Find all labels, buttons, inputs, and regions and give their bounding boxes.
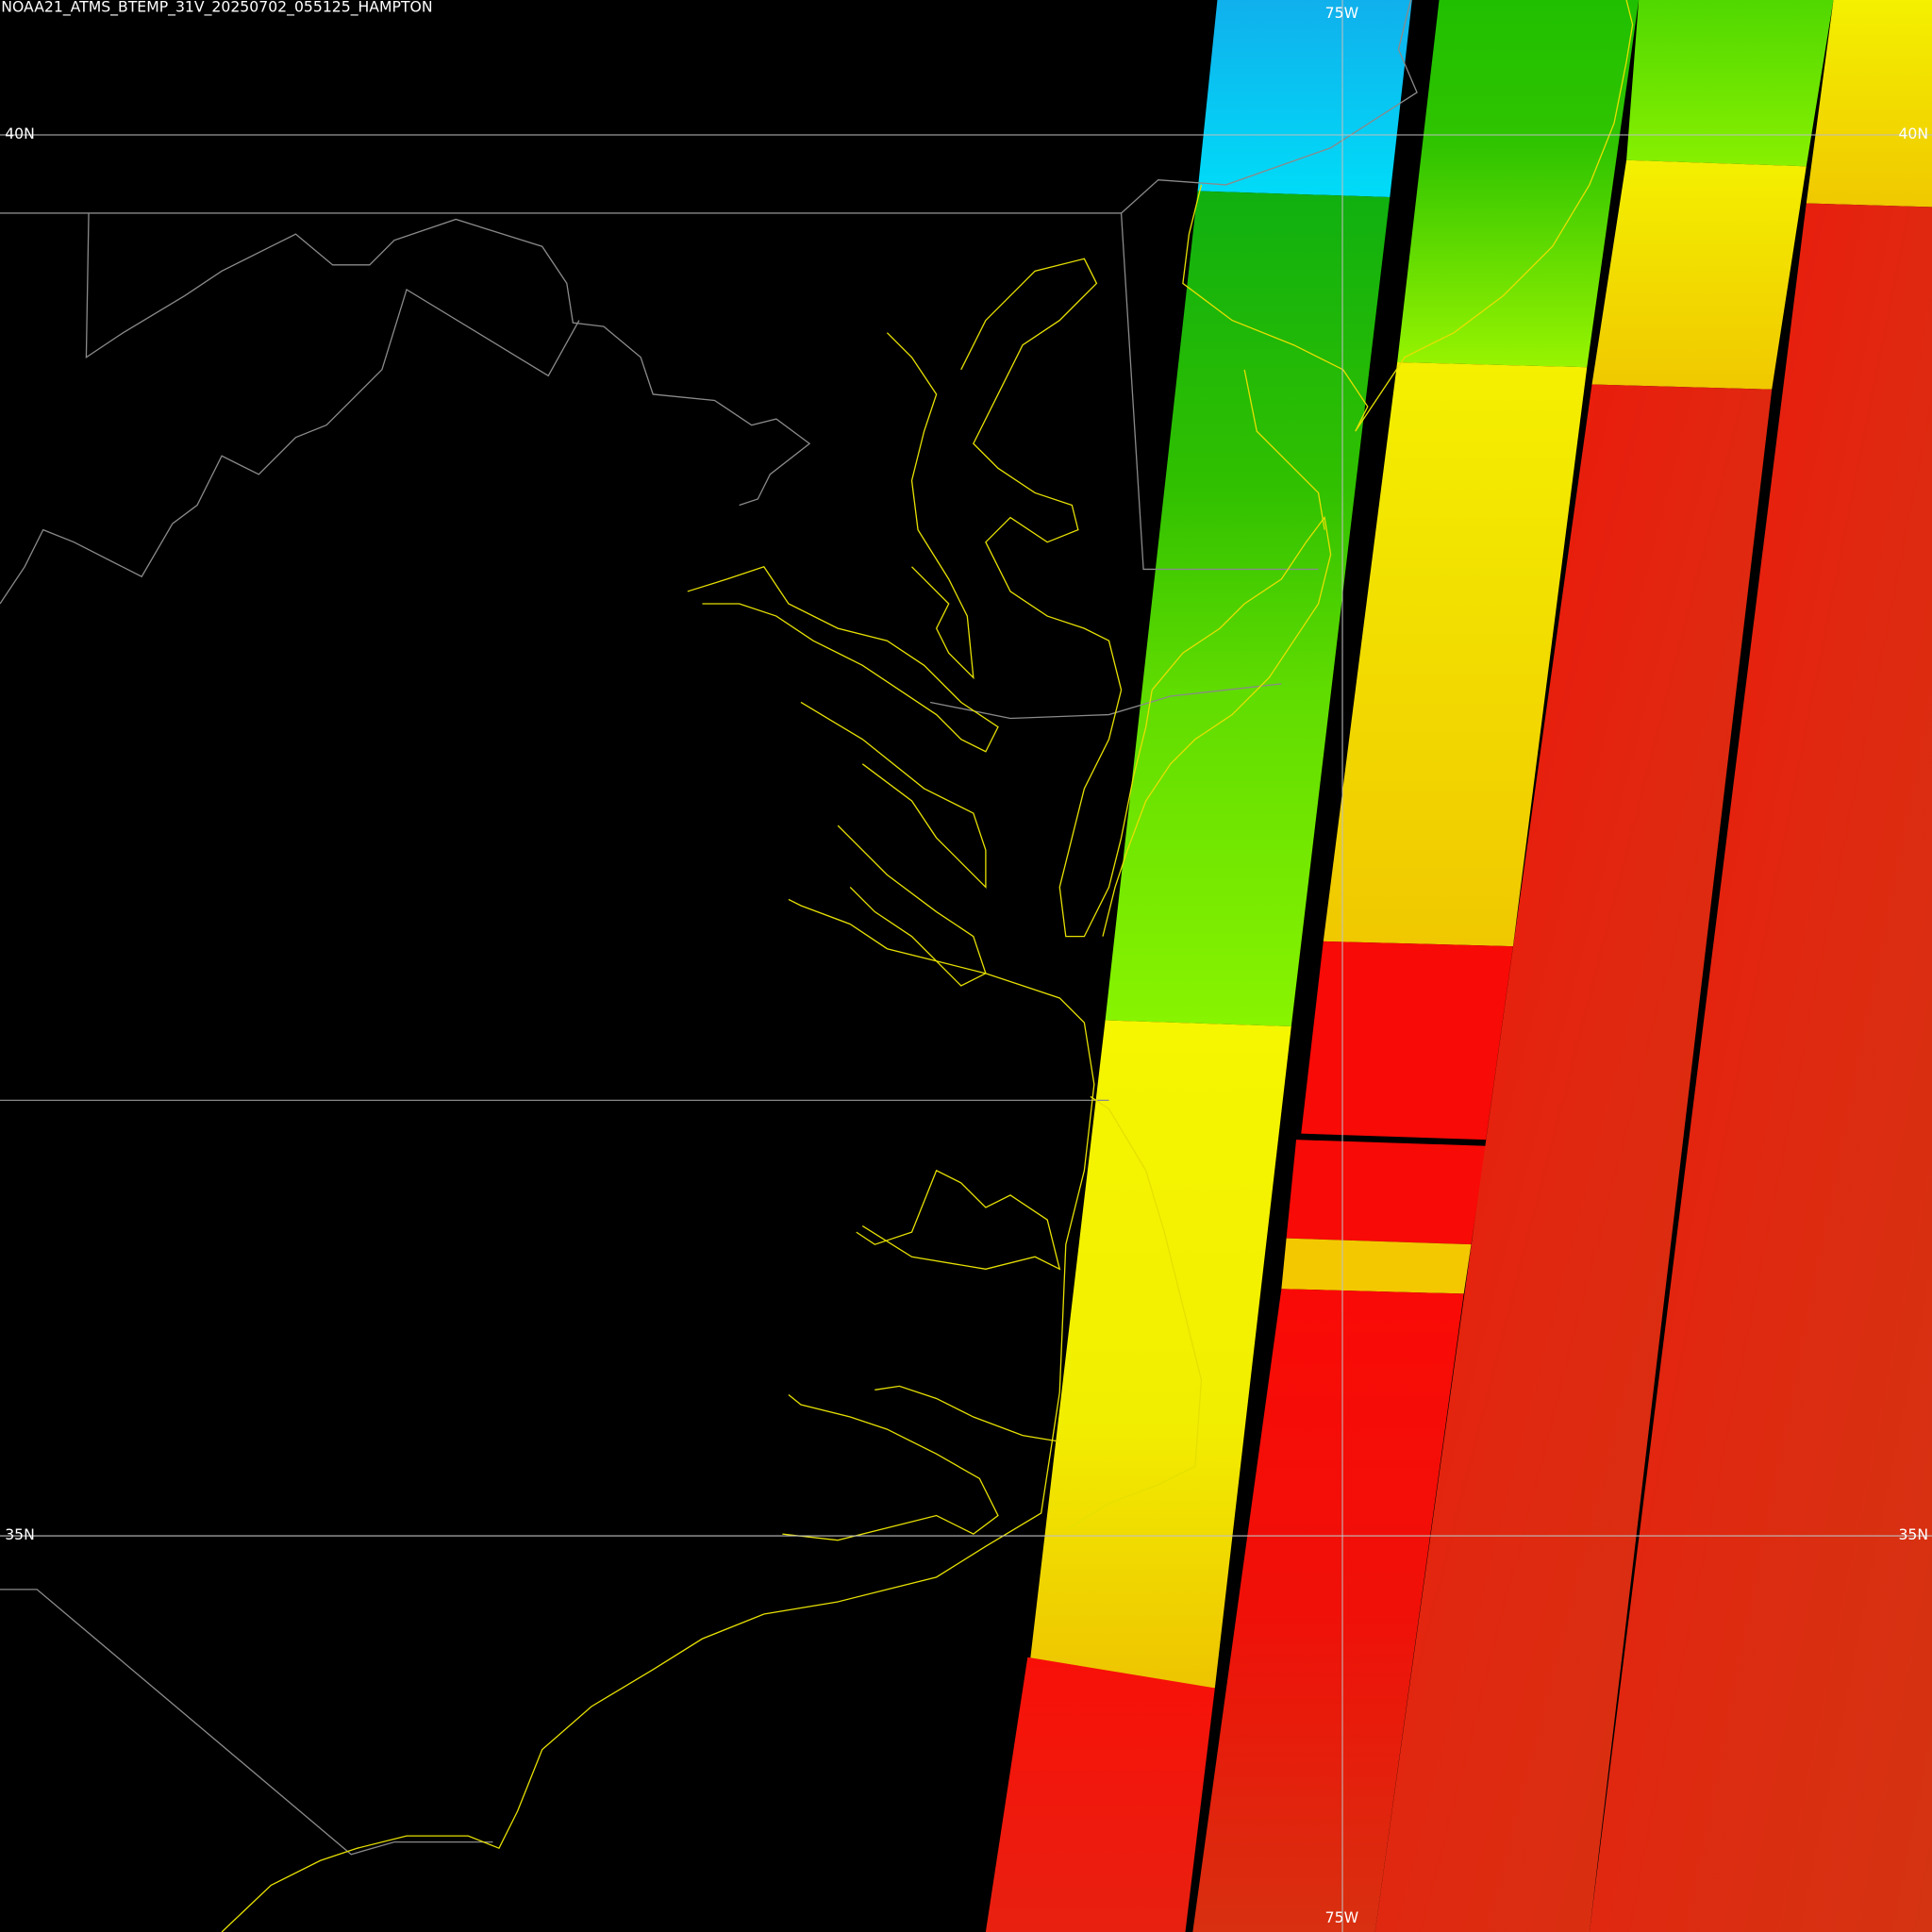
swath-red xyxy=(1301,941,1513,1141)
lon-label: 75W xyxy=(1325,4,1358,22)
coastline xyxy=(960,258,1153,938)
state-border xyxy=(0,212,1319,571)
borders xyxy=(0,0,1418,1856)
swath-green xyxy=(1397,0,1640,368)
swath-red xyxy=(1192,1289,1464,1932)
lat-label: 40N xyxy=(5,125,35,142)
coastline xyxy=(874,1385,1060,1442)
coastline xyxy=(221,0,1634,1932)
coastline xyxy=(1182,0,1634,432)
coastline xyxy=(221,898,1095,1932)
coastline xyxy=(782,1394,999,1541)
swaths xyxy=(985,0,1932,1932)
state-border xyxy=(0,1589,493,1856)
lat-label: 35N xyxy=(1898,1525,1928,1543)
state-border xyxy=(929,683,1282,720)
coastline xyxy=(687,566,999,753)
state-border xyxy=(85,212,811,507)
swath-yellow xyxy=(1027,1020,1291,1689)
coastline xyxy=(1243,369,1325,530)
coastline xyxy=(856,1169,1061,1271)
swath-red xyxy=(1286,1140,1487,1245)
lon-label: 75W xyxy=(1325,1908,1358,1926)
swath-red xyxy=(985,1657,1215,1932)
lat-label: 40N xyxy=(1898,125,1928,142)
swath-red xyxy=(1374,384,1773,1932)
swath-yellow xyxy=(1591,159,1807,390)
lat-label: 35N xyxy=(5,1525,35,1543)
swath-yellow xyxy=(1806,0,1932,208)
coastline xyxy=(800,701,987,889)
swath-red xyxy=(1589,203,1932,1932)
coastline xyxy=(1069,1095,1203,1529)
title: NOAA21_ATMS_BTEMP_31V_20250702_055125_HA… xyxy=(1,0,432,16)
swath-yellow xyxy=(1323,362,1588,947)
swath-orange xyxy=(1281,1238,1472,1294)
swath-green xyxy=(1105,191,1391,1026)
state-border xyxy=(0,288,580,605)
coastline xyxy=(1102,515,1332,937)
swath-blue xyxy=(1197,0,1412,197)
coastline xyxy=(886,332,974,680)
coastline xyxy=(837,824,987,987)
swath-green xyxy=(1626,0,1834,167)
state-border xyxy=(1121,0,1418,214)
